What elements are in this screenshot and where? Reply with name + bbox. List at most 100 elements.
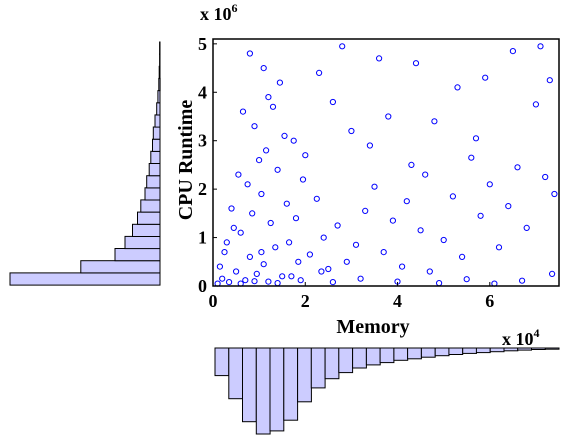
bottom-hist-bar-1 — [228, 347, 244, 400]
bottom-hist-bar-3 — [255, 347, 271, 435]
scatter-point-82 — [221, 249, 228, 256]
scatter-point-51 — [366, 142, 373, 149]
left-hist-bar-4 — [132, 223, 161, 238]
left-hist-bar-8 — [146, 175, 161, 189]
x-exponent-label: x 104 — [502, 326, 540, 349]
scatter-point-47 — [408, 161, 415, 168]
y-exponent-label: x 106 — [200, 1, 238, 24]
y-tick-label-4: 4 — [198, 82, 207, 102]
scatter-point-52 — [385, 113, 392, 120]
scatter-point-61 — [454, 84, 461, 91]
scatter-point-41 — [352, 241, 360, 248]
left-hist-bar-14 — [156, 102, 161, 116]
scatter-point-85 — [251, 278, 258, 285]
scatter-point-12 — [258, 190, 265, 198]
left-hist-bar-1 — [80, 260, 161, 274]
y-tick-label-5: 5 — [198, 34, 207, 54]
scatter-point-5 — [253, 270, 260, 277]
scatter-point-4 — [246, 253, 253, 260]
y-axis-label: CPU Runtime — [175, 100, 197, 221]
scatter-point-32 — [223, 239, 230, 246]
x-exponent-power: 4 — [534, 326, 540, 340]
scatter-point-69 — [542, 173, 549, 181]
scatter-point-20 — [244, 181, 251, 188]
scatter-point-55 — [440, 236, 447, 244]
x-axis-label: Memory — [336, 316, 409, 338]
bottom-hist-bar-2 — [242, 347, 257, 423]
scatter-point-36 — [290, 137, 297, 144]
left-hist-bar-3 — [124, 235, 161, 250]
x-ticks: 0 2 4 6 — [209, 282, 494, 311]
y-tick-label-2: 2 — [198, 179, 207, 199]
left-hist-bar-2 — [114, 248, 161, 262]
scatter-point-43 — [371, 183, 378, 190]
y-tick-label-1: 1 — [198, 228, 207, 248]
scatter-point-11 — [249, 210, 256, 217]
x-tick-label-0: 0 — [209, 291, 218, 311]
scatter-point-65 — [505, 203, 512, 210]
scatter-point-54 — [422, 171, 429, 178]
scatter-point-28 — [313, 195, 320, 202]
left-hist-bar-10 — [150, 150, 161, 165]
scatter-point-14 — [274, 166, 281, 173]
scatter-point-39 — [334, 222, 341, 229]
scatter-point-83 — [230, 224, 237, 231]
bottom-hist-bar-5 — [283, 347, 299, 421]
scatter-point-67 — [523, 224, 530, 231]
bottom-hist-bar-9 — [338, 347, 354, 374]
bottom-hist-bar-19 — [475, 347, 491, 354]
scatter-point-88 — [297, 277, 304, 284]
y-exponent-base: x 10 — [200, 4, 232, 24]
bottom-hist-bar-8 — [324, 347, 340, 380]
y-tick-label-3: 3 — [198, 131, 207, 151]
scatter-point-8 — [272, 244, 279, 251]
scatter-point-26 — [299, 176, 307, 183]
scatter-point-66 — [514, 164, 521, 171]
scatter-point-71 — [482, 74, 489, 81]
scatter-point-90 — [357, 275, 364, 282]
scatter-point-50 — [348, 127, 355, 135]
x-tick-label-1: 2 — [301, 291, 310, 311]
scatter-point-37 — [302, 152, 309, 159]
scatter-point-44 — [380, 249, 387, 256]
scatter-point-2 — [233, 268, 240, 275]
scatter-point-35 — [246, 50, 253, 57]
scatter-point-58 — [468, 154, 475, 161]
scatter-point-70 — [412, 60, 420, 67]
left-hist-bar-15 — [157, 90, 161, 104]
scatter-point-24 — [286, 239, 293, 246]
bottom-hist-bar-13 — [393, 347, 409, 361]
scatter-point-75 — [551, 190, 558, 198]
scatter-point-60 — [431, 118, 438, 125]
scatter-point-38 — [325, 265, 332, 273]
y-exponent-power: 6 — [232, 1, 238, 15]
bottom-hist-bar-11 — [365, 347, 381, 366]
scatter-points — [214, 43, 558, 287]
scatter-point-6 — [260, 261, 267, 268]
scatter-point-33 — [239, 108, 247, 115]
scatter-point-89 — [329, 279, 336, 286]
scatter-point-30 — [228, 205, 235, 212]
scatter-point-42 — [362, 207, 369, 214]
scatter-point-25 — [292, 215, 300, 222]
scatter-point-48 — [417, 227, 424, 234]
bottom-hist-bar-12 — [379, 347, 395, 364]
bottom-hist-bar-18 — [462, 347, 478, 354]
left-hist-bar-12 — [152, 126, 161, 140]
bottom-hist-bar-10 — [352, 347, 367, 369]
scatter-point-86 — [274, 280, 281, 287]
scatter-point-45 — [389, 217, 396, 224]
scatter-point-79 — [339, 43, 346, 50]
scatter-point-97 — [258, 249, 265, 256]
scatter-point-13 — [267, 219, 274, 227]
plot-frame — [212, 38, 560, 287]
bottom-histogram — [214, 347, 560, 435]
scatter-point-56 — [449, 193, 456, 200]
bottom-hist-bar-16 — [434, 347, 450, 357]
scatter-point-77 — [329, 98, 336, 106]
scatter-point-15 — [283, 200, 290, 207]
scatter-point-99 — [318, 268, 325, 275]
bottom-hist-bar-14 — [407, 347, 422, 360]
scatter-point-95 — [519, 277, 526, 284]
